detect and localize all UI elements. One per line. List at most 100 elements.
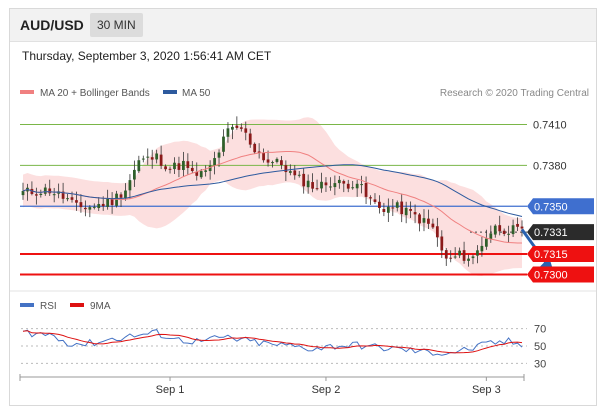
candle-body xyxy=(155,153,159,160)
candle-body xyxy=(199,171,203,178)
candle xyxy=(226,122,230,143)
ma50-legend-swatch xyxy=(163,90,177,94)
candle xyxy=(342,179,346,193)
candle xyxy=(444,248,448,266)
candle xyxy=(413,204,417,224)
candle-body xyxy=(61,191,65,199)
candle-body xyxy=(427,218,430,224)
candle-body xyxy=(231,126,234,130)
candle-body xyxy=(110,198,114,205)
candle xyxy=(146,148,150,165)
candle-body xyxy=(150,157,154,160)
candle xyxy=(83,200,87,217)
candle-body xyxy=(253,143,257,153)
candle-body xyxy=(262,152,265,161)
candle-body xyxy=(493,225,497,235)
candle-body xyxy=(302,173,306,187)
candle xyxy=(186,153,190,175)
candle-body xyxy=(391,207,395,209)
rsi-tick-70: 70 xyxy=(534,324,546,336)
candle-body xyxy=(435,226,439,238)
candle xyxy=(373,193,377,205)
candle xyxy=(440,230,444,259)
candle xyxy=(97,197,101,211)
rsi-legend-swatch xyxy=(20,303,34,307)
candle-body xyxy=(333,183,337,188)
candle xyxy=(422,209,426,232)
level-label-0.7331: 0.7331 xyxy=(527,224,594,241)
candle-body xyxy=(88,207,92,210)
candle-body xyxy=(133,169,136,180)
candle-body xyxy=(48,188,52,194)
candle-body xyxy=(75,200,78,203)
ma20-legend-label: MA 20 + Bollinger Bands xyxy=(40,88,150,99)
candle-body xyxy=(39,193,43,195)
candle-body xyxy=(293,170,297,176)
candle-body xyxy=(57,191,61,194)
candle-body xyxy=(222,136,225,152)
candle-body xyxy=(159,154,163,166)
candle xyxy=(306,174,310,194)
candle-body xyxy=(440,236,444,251)
candle xyxy=(52,187,56,203)
level-tag xyxy=(527,198,594,215)
rsi-legend: RSI 9MA xyxy=(20,301,111,312)
candle xyxy=(391,199,395,217)
candle xyxy=(177,156,181,178)
candle xyxy=(34,187,38,205)
ma20-legend-swatch xyxy=(20,90,34,94)
candle-body xyxy=(422,218,426,223)
candle xyxy=(516,217,519,232)
timeframe-badge[interactable]: 30 MIN xyxy=(90,13,143,37)
candle xyxy=(462,241,466,264)
candle xyxy=(213,151,216,175)
candle-body xyxy=(244,128,248,133)
candle xyxy=(395,200,399,212)
candle xyxy=(66,194,69,202)
candle-body xyxy=(520,226,524,229)
level-value: 0.7331 xyxy=(534,227,568,239)
candle-body xyxy=(480,245,484,252)
candle-body xyxy=(511,225,515,235)
candle-body xyxy=(208,165,212,172)
candle-body xyxy=(124,190,127,199)
candle-body xyxy=(271,162,274,164)
symbol-label: AUD/USD xyxy=(20,17,84,33)
candle xyxy=(418,212,421,232)
candle xyxy=(480,236,484,257)
candle xyxy=(168,166,172,174)
level-value: 0.7315 xyxy=(534,249,568,261)
candle-body xyxy=(462,250,466,261)
candle-body xyxy=(92,206,96,208)
candle xyxy=(400,193,404,223)
chart-datetime: Thursday, September 3, 2020 1:56:41 AM C… xyxy=(22,49,272,63)
candle xyxy=(471,254,475,265)
candle xyxy=(324,177,328,193)
rsi-ma-legend-label: 9MA xyxy=(90,301,111,312)
ma50-line xyxy=(22,164,523,217)
candle xyxy=(231,123,234,140)
candle-body xyxy=(458,250,462,256)
candle-body xyxy=(418,214,421,224)
candle xyxy=(182,151,185,177)
candle-body xyxy=(489,233,493,239)
candle xyxy=(476,245,479,264)
x-tick-label: Sep 2 xyxy=(312,384,341,396)
candle-body xyxy=(467,258,470,261)
candle xyxy=(346,179,350,193)
candle-body xyxy=(382,208,386,212)
level-value: 0.7300 xyxy=(534,269,568,281)
candle-body xyxy=(34,194,38,196)
candle xyxy=(164,164,167,172)
candle xyxy=(329,177,332,191)
candle-body xyxy=(173,162,176,170)
ma50-legend-label: MA 50 xyxy=(182,88,211,99)
candle xyxy=(173,157,176,175)
candle xyxy=(498,215,502,236)
rsi-legend-label: RSI xyxy=(40,301,57,312)
candle-body xyxy=(213,158,216,166)
candle-body xyxy=(186,161,190,168)
candle-body xyxy=(306,180,310,188)
candle xyxy=(382,202,386,217)
candle xyxy=(311,173,314,193)
